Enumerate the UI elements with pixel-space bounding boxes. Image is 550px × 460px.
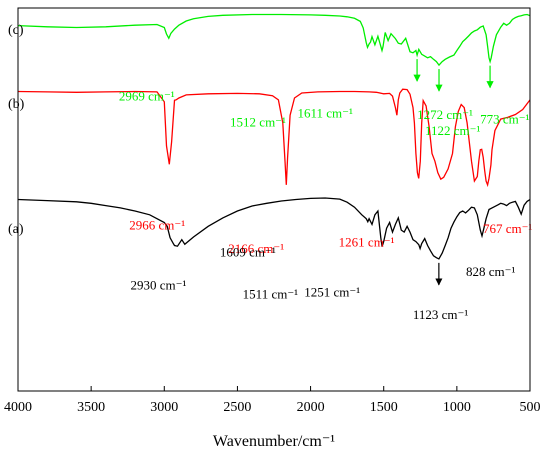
x-tick-label: 3500 <box>77 400 105 415</box>
peak-label: 767 cm⁻¹ <box>483 221 532 236</box>
peak-label: 2930 cm⁻¹ <box>131 277 187 292</box>
spectra-layer <box>17 13 531 260</box>
plot-frame <box>17 7 531 392</box>
spectrum-line <box>17 197 531 260</box>
x-tick-label: 500 <box>520 400 541 415</box>
series-label: (b) <box>8 97 25 112</box>
series-label: (a) <box>8 222 24 237</box>
spectrum-line <box>17 88 531 188</box>
peak-label: 1272 cm⁻¹ <box>417 107 473 122</box>
peak-label: 773 cm⁻¹ <box>480 112 529 127</box>
peak-label: 2166 cm⁻¹ <box>228 241 284 256</box>
peak-label: 1261 cm⁻¹ <box>339 234 395 249</box>
x-axis-ticks: 4000 3500 3000 2500 2000 1500 1000 500 <box>4 386 541 415</box>
x-tick-label: 1500 <box>370 400 398 415</box>
x-tick-label: 2000 <box>297 400 325 415</box>
x-tick-label: 3000 <box>150 400 178 415</box>
x-axis-title: Wavenumber/cm⁻¹ <box>213 433 335 450</box>
peak-label: 1251 cm⁻¹ <box>304 285 360 300</box>
peak-label: 1512 cm⁻¹ <box>230 115 286 130</box>
peak-label: 1123 cm⁻¹ <box>413 307 469 322</box>
series-label: (c) <box>8 23 24 38</box>
series-labels: (c) (b) (a) <box>8 23 25 237</box>
peak-label: 1122 cm⁻¹ <box>425 123 481 138</box>
x-tick-label: 4000 <box>4 400 32 415</box>
spectrum-line <box>17 13 531 67</box>
peak-label: 2966 cm⁻¹ <box>129 217 185 232</box>
x-tick-label: 1000 <box>443 400 471 415</box>
peak-label: 1611 cm⁻¹ <box>297 105 353 120</box>
peak-annotations: 2969 cm⁻¹ 1611 cm⁻¹ 1512 cm⁻¹ 1272 cm⁻¹1122… <box>119 59 532 322</box>
peak-label: 1609 cm⁻¹ <box>220 245 276 260</box>
peak-label: 828 cm⁻¹ <box>466 264 515 279</box>
x-tick-label: 2500 <box>223 400 251 415</box>
peak-label: 1511 cm⁻¹ <box>243 287 299 302</box>
peak-label: 2969 cm⁻¹ <box>119 88 175 103</box>
